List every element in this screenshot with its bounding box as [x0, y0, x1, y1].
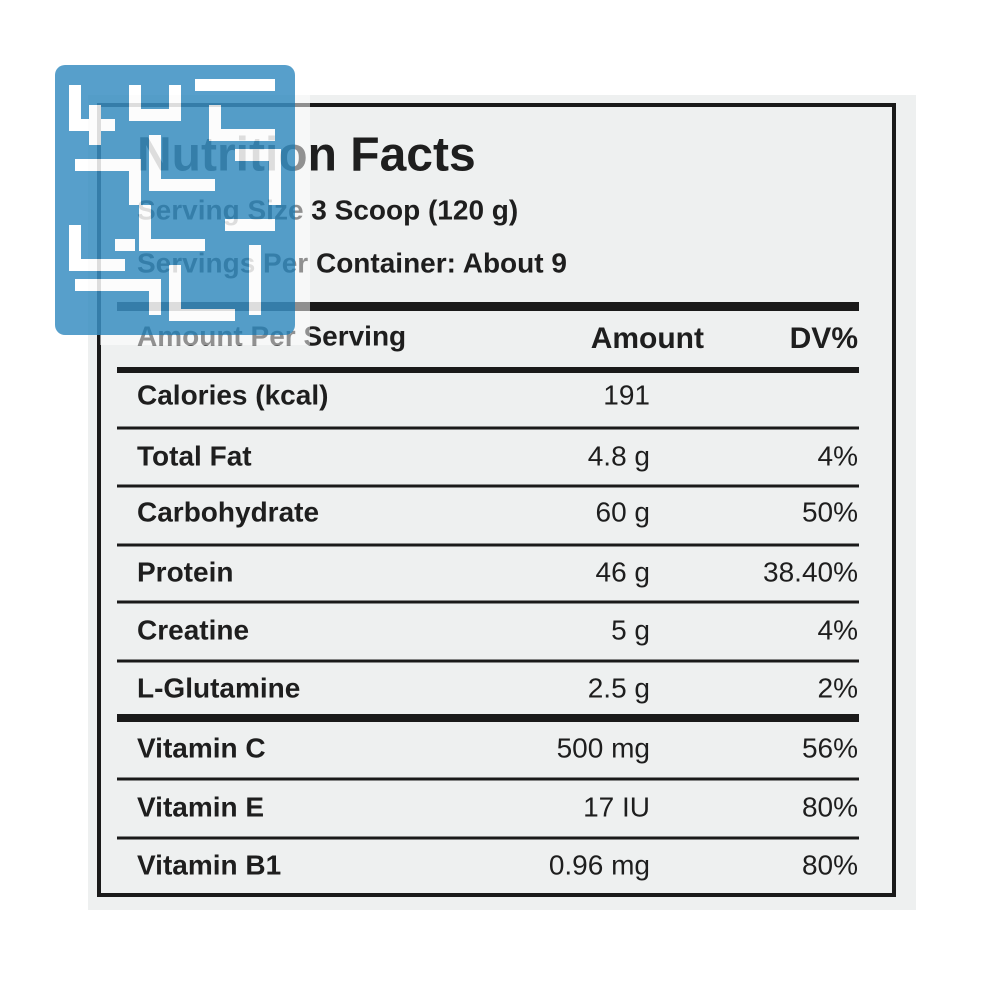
row-rule: [117, 543, 859, 547]
nutrient-name: Vitamin E: [137, 791, 264, 822]
nutrient-amount: 0.96 mg: [549, 849, 650, 880]
row-rule: [117, 484, 859, 488]
nutrient-dv: 80%: [802, 791, 858, 822]
nutrient-name: Total Fat: [137, 440, 252, 471]
row-rule: [117, 600, 859, 604]
nutrient-name: Vitamin B1: [137, 849, 281, 880]
row-rule: [117, 659, 859, 663]
nutrient-name: Carbohydrate: [137, 496, 319, 527]
nutrient-name: Calories (kcal): [137, 379, 328, 410]
nutrient-dv: 2%: [818, 672, 858, 703]
nutrient-dv: 4%: [818, 440, 858, 471]
column-header: Amount: [591, 322, 704, 355]
nutrient-dv: 38.40%: [763, 556, 858, 587]
nutrient-amount: 4.8 g: [588, 440, 650, 471]
nutrient-name: Vitamin C: [137, 732, 266, 763]
nutrient-amount: 17 IU: [583, 791, 650, 822]
nutrient-amount: 500 mg: [557, 732, 650, 763]
nutrient-dv: 80%: [802, 849, 858, 880]
watermark-pattern: [69, 79, 281, 321]
row-rule: [117, 714, 859, 722]
nutrient-dv: 4%: [818, 614, 858, 645]
nutrient-amount: 5 g: [611, 614, 650, 645]
nutrient-dv: 56%: [802, 732, 858, 763]
nutrient-amount: 60 g: [596, 496, 651, 527]
row-rule: [117, 777, 859, 781]
column-header: DV%: [790, 322, 858, 355]
nutrient-amount: 46 g: [596, 556, 651, 587]
nutrient-dv: 50%: [802, 496, 858, 527]
nutrient-name: Creatine: [137, 614, 249, 645]
row-rule: [117, 836, 859, 840]
table-body: Calories (kcal) 191 Total Fat 4.8 g 4% Carboh…: [117, 379, 859, 880]
row-rule: [117, 426, 859, 430]
rule: [117, 367, 859, 373]
label-border: [97, 103, 896, 897]
nutrient-name: L-Glutamine: [137, 672, 300, 703]
nutrient-amount: 2.5 g: [588, 672, 650, 703]
thick-rule: [117, 302, 859, 311]
watermark-logo: [55, 65, 310, 345]
nutrient-amount: 191: [603, 379, 650, 410]
nutrient-name: Protein: [137, 556, 233, 587]
